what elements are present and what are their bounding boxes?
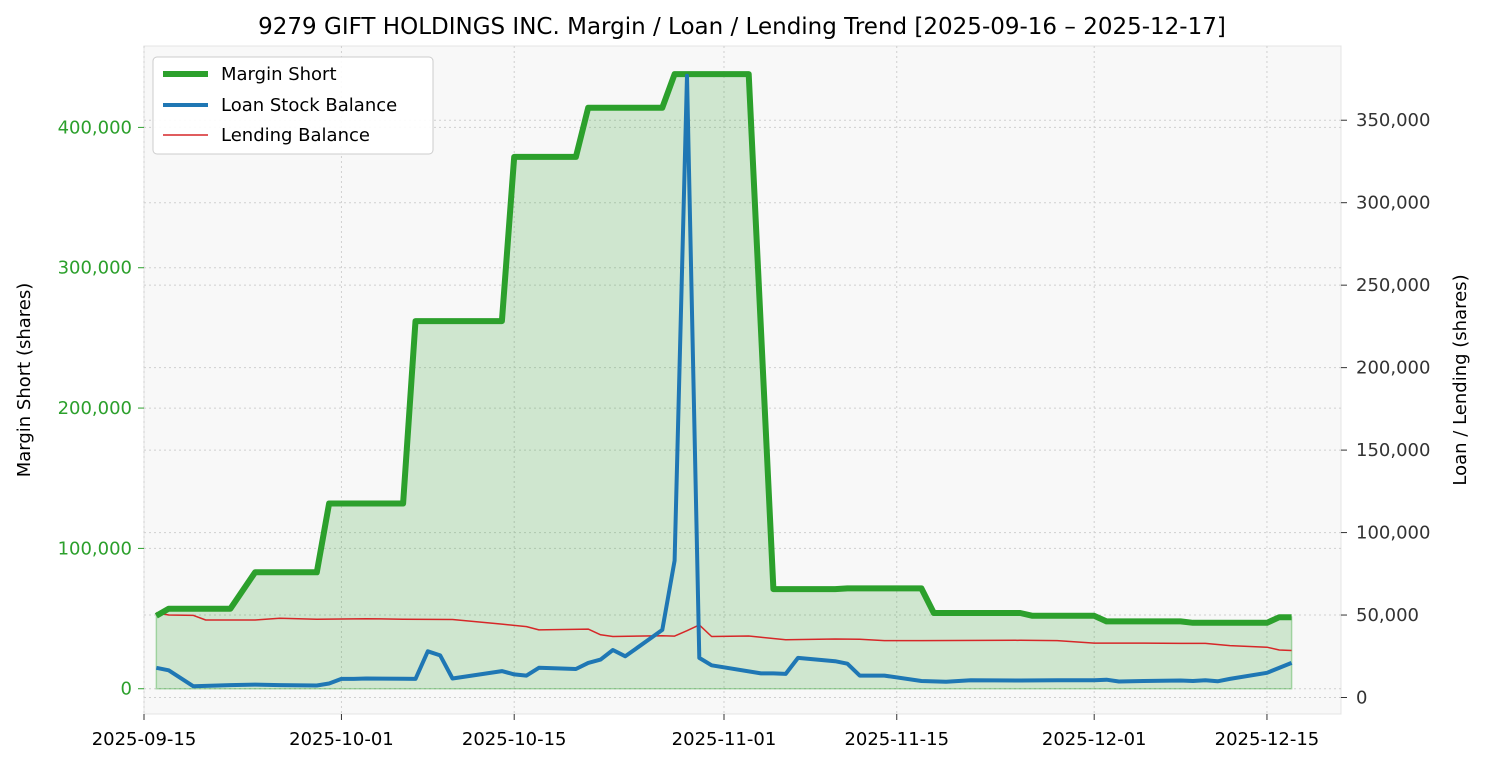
- right-y-tick-label: 100,000: [1356, 523, 1430, 544]
- right-y-tick-label: 0: [1356, 688, 1367, 709]
- left-y-tick-label: 100,000: [58, 538, 132, 559]
- margin-short-line: [154, 71, 1292, 626]
- left-y-tick-label: 300,000: [58, 258, 132, 279]
- series-layer: [154, 71, 1293, 689]
- right-y-tick-label: 250,000: [1356, 275, 1430, 296]
- left-y-tick-label: 400,000: [58, 117, 132, 138]
- left-y-tick-label: 0: [121, 679, 132, 700]
- legend-label-lending-balance: Lending Balance: [221, 125, 370, 146]
- x-tick-label: 2025-10-01: [289, 729, 394, 750]
- legend-box: [152, 56, 434, 155]
- legend-label-loan-stock-balance: Loan Stock Balance: [221, 95, 397, 116]
- right-y-tick-label: 150,000: [1356, 440, 1430, 461]
- loan-stock-balance-line: [155, 73, 1293, 689]
- x-tick-label: 2025-12-01: [1042, 729, 1147, 750]
- right-y-tick-label: 350,000: [1356, 110, 1430, 131]
- x-axis-ticks: 2025-09-15 2025-10-01 2025-10-15 2025-11-01…: [92, 714, 1320, 750]
- right-y-tick-label: 200,000: [1356, 358, 1430, 379]
- x-tick-label: 2025-09-15: [92, 729, 197, 750]
- plot-area: [143, 45, 1342, 715]
- left-y-axis-ticks: 0 100,000 200,000 300,000 400,000: [58, 117, 144, 700]
- x-tick-label: 2025-11-01: [672, 729, 777, 750]
- right-y-tick-label: 300,000: [1356, 193, 1430, 214]
- left-y-tick-label: 200,000: [58, 398, 132, 419]
- right-y-tick-label: 50,000: [1356, 605, 1419, 626]
- lending-balance-line: [156, 611, 1292, 652]
- x-tick-label: 2025-10-15: [462, 729, 567, 750]
- chart-title: 9279 GIFT HOLDINGS INC. Margin / Loan / …: [258, 14, 1226, 40]
- legend-label-margin-short: Margin Short: [221, 64, 337, 85]
- right-y-axis-ticks: 0 50,000 100,000 150,000 200,000 250,000 300,0…: [1341, 110, 1430, 709]
- legend: Margin Short Loan Stock Balance Lending …: [152, 56, 434, 155]
- right-y-axis-label: Loan / Lending (shares): [1450, 274, 1471, 485]
- x-tick-label: 2025-11-15: [844, 729, 949, 750]
- x-tick-label: 2025-12-15: [1215, 729, 1320, 750]
- left-y-axis-label: Margin Short (shares): [14, 283, 35, 478]
